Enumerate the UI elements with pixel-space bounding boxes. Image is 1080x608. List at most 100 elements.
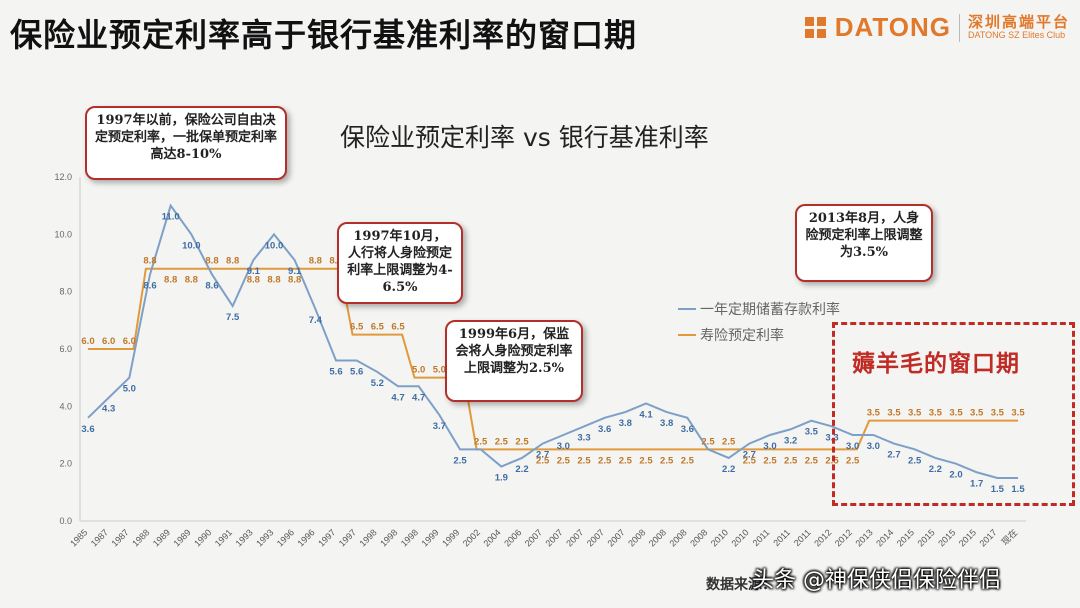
data-label-insurance: 8.8	[205, 256, 218, 267]
data-label-insurance: 2.5	[515, 436, 529, 447]
x-tick-label: 1999	[440, 527, 461, 548]
data-label-bank: 4.7	[391, 392, 404, 403]
data-label-bank: 7.4	[309, 315, 323, 326]
data-label-insurance: 2.5	[660, 455, 674, 466]
logo-word: DATONG	[834, 12, 951, 42]
data-label-insurance: 2.5	[681, 455, 695, 466]
x-tick-label: 2007	[544, 527, 565, 548]
data-label-bank: 3.8	[619, 418, 632, 429]
x-tick-label: 2008	[688, 527, 709, 548]
data-label-bank: 2.0	[949, 470, 962, 481]
data-label-insurance: 2.5	[577, 455, 591, 466]
x-tick-label: 2008	[647, 527, 668, 548]
data-label-insurance: 8.8	[267, 275, 280, 286]
data-label-bank: 8.6	[143, 280, 156, 291]
data-label-insurance: 2.5	[805, 455, 819, 466]
arbitrage-window-box	[832, 322, 1075, 506]
data-label-bank: 2.2	[722, 464, 735, 475]
data-label-bank: 1.5	[1011, 484, 1025, 495]
callout-1997-10: 1997年10月，人行将人身险预定利率上限调整为4-6.5%	[337, 222, 463, 304]
data-label-insurance: 2.5	[784, 455, 798, 466]
data-label-bank: 2.2	[929, 464, 942, 475]
x-tick-label: 1987	[89, 527, 110, 548]
data-label-bank: 3.6	[81, 424, 94, 435]
x-tick-label: 2004	[482, 527, 503, 548]
data-label-insurance: 8.8	[329, 256, 342, 267]
x-tick-label: 1991	[213, 527, 234, 548]
data-label-insurance: 2.5	[639, 455, 653, 466]
callout-1999-06-text: 1999年6月，保监会将人身险预定利率上限调整为2.5%	[455, 327, 573, 376]
x-tick-label: 1993	[254, 527, 275, 548]
data-label-insurance: 2.5	[474, 436, 488, 447]
logo-divider	[958, 13, 960, 42]
data-label-insurance: 8.8	[247, 275, 260, 286]
callout-1997-10-text: 1997年10月，人行将人身险预定利率上限调整为4-6.5%	[347, 229, 453, 295]
legend-swatch-insurance	[678, 334, 696, 336]
x-tick-label: 2010	[709, 527, 730, 548]
x-tick-label: 1997	[337, 527, 358, 548]
data-label-insurance: 3.5	[867, 408, 881, 419]
data-label-insurance: 2.5	[619, 455, 633, 466]
x-tick-label: 1989	[151, 527, 172, 548]
chart-legend: 一年定期储蓄存款利率 寿险预定利率	[678, 296, 840, 348]
data-label-insurance: 2.5	[846, 455, 860, 466]
data-label-bank: 5.6	[350, 366, 363, 377]
data-label-insurance: 2.5	[743, 455, 757, 466]
data-label-insurance: 3.5	[991, 408, 1005, 419]
page-title: 保险业预定利率高于银行基准利率的窗口期	[10, 16, 638, 54]
data-label-insurance: 8.8	[309, 256, 322, 267]
x-tick-label: 2007	[523, 527, 544, 548]
x-tick-label: 2008	[626, 527, 647, 548]
data-label-insurance: 6.5	[371, 322, 385, 333]
data-label-insurance: 2.5	[701, 436, 715, 447]
data-label-insurance: 3.5	[908, 408, 922, 419]
x-tick-label: 2007	[564, 527, 585, 548]
data-label-insurance: 8.8	[143, 256, 156, 267]
data-label-insurance: 3.5	[949, 408, 963, 419]
data-label-insurance: 6.0	[123, 336, 136, 347]
data-label-insurance: 6.0	[81, 336, 94, 347]
y-tick-label: 6.0	[59, 344, 72, 354]
chart-title: 保险业预定利率 vs 银行基准利率	[340, 123, 709, 152]
data-label-bank: 3.0	[763, 441, 776, 452]
x-tick-label: 2011	[751, 527, 772, 548]
arbitrage-window-label: 薅羊毛的窗口期	[852, 350, 1020, 377]
x-tick-label: 1993	[234, 527, 255, 548]
data-label-bank: 2.5	[453, 455, 467, 466]
data-label-insurance: 2.5	[598, 455, 612, 466]
data-label-bank: 3.0	[867, 441, 880, 452]
callout-pre-1997-text: 1997年以前，保险公司自由决定预定利率，一批保单预定利率高达8-10%	[95, 113, 278, 162]
data-label-bank: 9.1	[247, 266, 261, 277]
x-tick-label: 1997	[316, 527, 337, 548]
data-label-insurance: 3.5	[887, 408, 901, 419]
data-label-bank: 8.6	[205, 280, 218, 291]
y-tick-label: 4.0	[59, 401, 72, 411]
watermark: 头条 @神保侠侣保险伴侣	[752, 568, 1001, 593]
series-line-insurance	[88, 267, 1018, 451]
legend-swatch-bank	[678, 308, 696, 310]
data-label-bank: 9.1	[288, 266, 302, 277]
data-label-bank: 2.7	[887, 450, 900, 461]
data-label-insurance: 2.5	[495, 436, 509, 447]
data-label-bank: 3.0	[846, 441, 859, 452]
legend-item-insurance: 寿险预定利率	[678, 322, 840, 348]
data-label-bank: 4.3	[102, 404, 115, 415]
logo-mark-icon	[804, 16, 827, 39]
data-label-bank: 1.7	[970, 478, 983, 489]
data-label-bank: 3.7	[433, 421, 446, 432]
data-label-bank: 5.0	[123, 384, 136, 395]
data-label-insurance: 3.5	[1011, 408, 1025, 419]
logo-subtitle: 深圳高端平台 DATONG SZ Elites Club	[968, 14, 1070, 40]
data-label-insurance: 8.8	[164, 275, 177, 286]
y-tick-label: 0.0	[59, 516, 72, 526]
x-tick-label: 1998	[399, 527, 420, 548]
x-tick-label: 2006	[502, 527, 523, 548]
data-label-insurance: 6.5	[391, 322, 405, 333]
data-label-bank: 10.0	[182, 240, 201, 251]
x-tick-label: 2012	[833, 527, 854, 548]
y-tick-label: 2.0	[59, 459, 72, 469]
data-label-bank: 10.0	[265, 240, 284, 251]
data-label-insurance: 6.0	[102, 336, 115, 347]
data-label-bank: 4.7	[412, 392, 425, 403]
legend-label-bank: 一年定期储蓄存款利率	[700, 302, 840, 318]
